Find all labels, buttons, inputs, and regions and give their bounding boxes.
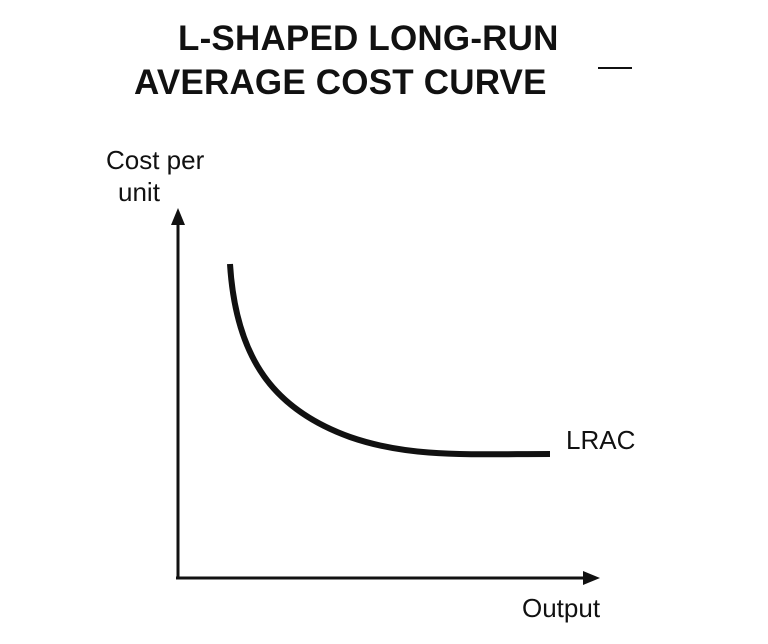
y-axis-arrowhead [171,208,185,225]
lrac-curve-label: LRAC [566,425,636,455]
diagram-title-line-1: L-SHAPED LONG-RUN [178,19,559,58]
x-axis-arrowhead [583,571,600,585]
x-axis-label: Output [522,593,601,623]
lrac-curve [227,263,551,458]
y-axis-label-line-2: unit [118,177,160,207]
diagram-title-line-2: AVERAGE COST CURVE [134,63,547,102]
y-axis-label-line-1: Cost per [106,145,205,175]
title-dash-mark [598,67,632,69]
